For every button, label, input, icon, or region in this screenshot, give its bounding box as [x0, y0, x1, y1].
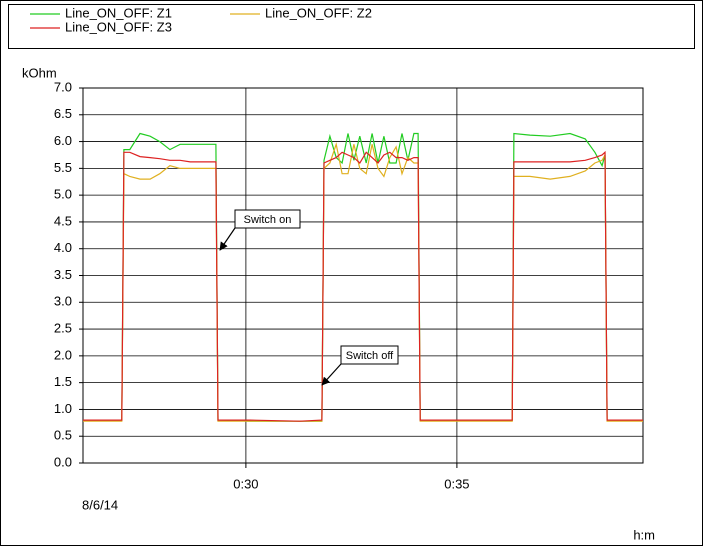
annotation-arrow	[219, 227, 236, 251]
y-tick-label: 2.5	[54, 321, 72, 336]
y-tick-label: 7.0	[54, 79, 72, 94]
y-tick-label: 6.0	[54, 133, 72, 148]
annotation-box	[340, 345, 399, 365]
y-tick-label: 3.5	[54, 267, 72, 282]
series-line	[83, 132, 643, 422]
x-tick-label: 0:35	[444, 476, 469, 491]
y-tick-label: 2.0	[54, 347, 72, 362]
series-line	[83, 150, 643, 422]
y-tick-label: 0.0	[54, 454, 72, 469]
x-tick-label: 0:30	[233, 476, 258, 491]
date-label: 8/6/14	[82, 497, 118, 512]
legend-label: Line_ON_OFF: Z3	[65, 19, 172, 34]
y-axis-label: kOhm	[22, 65, 57, 80]
y-tick-label: 5.0	[54, 187, 72, 202]
annotation-text: Switch off	[346, 350, 394, 362]
y-tick-label: 5.5	[54, 160, 72, 175]
legend-label: Line_ON_OFF: Z2	[265, 5, 372, 20]
y-tick-label: 4.5	[54, 213, 72, 228]
annotation-text: Switch on	[244, 214, 292, 226]
annotation-box	[234, 209, 301, 229]
x-axis-label: h:m	[633, 527, 655, 542]
y-tick-label: 3.0	[54, 294, 72, 309]
annotation-arrow	[321, 363, 342, 386]
y-tick-label: 0.5	[54, 428, 72, 443]
legend-box	[8, 4, 695, 49]
plot-border	[82, 87, 644, 464]
y-tick-label: 1.0	[54, 401, 72, 416]
legend-label: Line_ON_OFF: Z1	[65, 5, 172, 20]
y-tick-label: 1.5	[54, 374, 72, 389]
y-tick-label: 4.0	[54, 240, 72, 255]
series-line	[83, 141, 643, 422]
y-tick-label: 6.5	[54, 106, 72, 121]
